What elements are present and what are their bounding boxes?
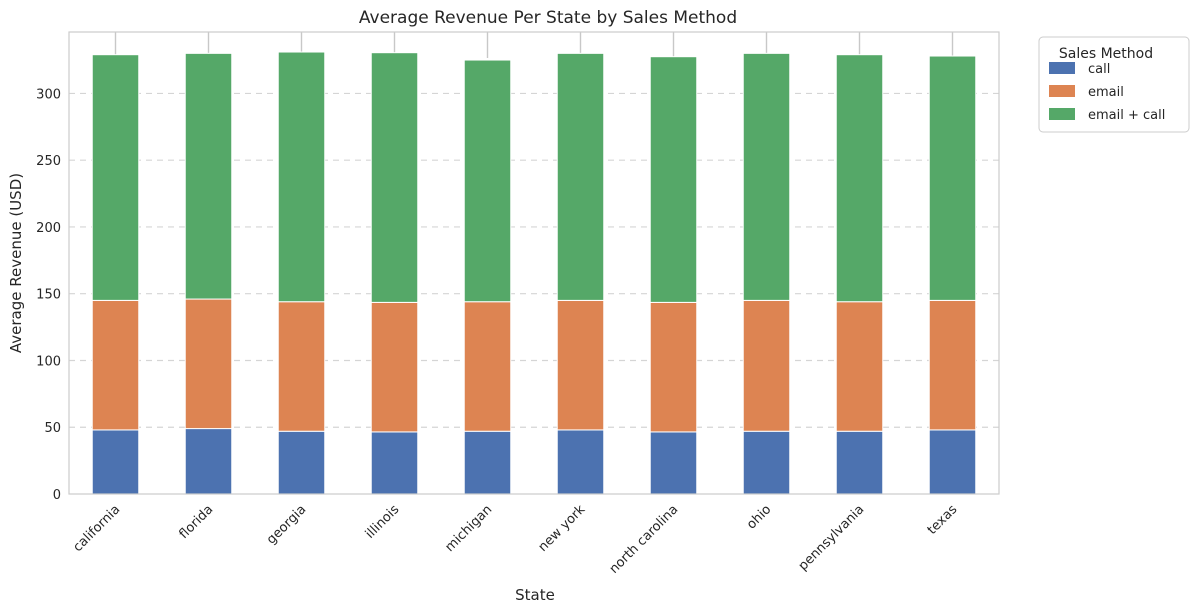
bar-segment xyxy=(928,299,977,431)
bar-segment xyxy=(370,52,419,303)
bar-segment xyxy=(649,431,698,495)
bar-segment xyxy=(556,299,605,431)
bar-segment xyxy=(556,52,605,301)
legend-frame xyxy=(1038,36,1190,133)
legend-label: email + call xyxy=(1088,108,1165,123)
legend: Sales Method call email email + call xyxy=(1038,36,1190,133)
x-tick-label: texas xyxy=(925,502,961,538)
x-tick-label: illinois xyxy=(363,502,403,542)
bar-segment xyxy=(463,59,512,303)
x-tick-label: michigan xyxy=(442,502,495,555)
x-tick-label: florida xyxy=(176,502,216,542)
bar-segment xyxy=(928,429,977,495)
bar-segment xyxy=(742,52,791,301)
bar-segment xyxy=(742,430,791,495)
bar-segment xyxy=(370,431,419,495)
bar-segment xyxy=(649,301,698,433)
x-tick-label: new york xyxy=(536,502,589,555)
y-tick-label: 100 xyxy=(36,354,61,369)
legend-items: call email email + call xyxy=(1049,62,1165,123)
bar-segment xyxy=(91,54,140,301)
bar-segment xyxy=(91,429,140,495)
x-tick-label: california xyxy=(70,502,123,555)
x-tick-label: north carolina xyxy=(607,502,682,577)
bar-segment xyxy=(184,298,233,430)
plot-frame xyxy=(68,31,1000,495)
bar-segment xyxy=(835,54,884,303)
legend-title: Sales Method xyxy=(1059,46,1153,62)
bar-segment xyxy=(556,429,605,495)
y-tick-label: 300 xyxy=(36,87,61,102)
bar-segment xyxy=(277,430,326,495)
chart-title: Average Revenue Per State by Sales Metho… xyxy=(359,8,737,28)
bar-segment xyxy=(463,301,512,432)
bars xyxy=(91,51,977,495)
x-axis-label: State xyxy=(515,586,555,604)
y-tick-labels: 0 50 100 150 200 250 300 xyxy=(36,87,61,503)
y-tick-label: 50 xyxy=(44,421,61,436)
legend-swatch xyxy=(1049,85,1075,97)
legend-swatch xyxy=(1049,108,1075,120)
bar-segment xyxy=(835,430,884,495)
y-tick-label: 0 xyxy=(53,488,61,503)
y-axis-label: Average Revenue (USD) xyxy=(7,173,25,353)
bar-segment xyxy=(463,430,512,495)
bar-segment xyxy=(91,299,140,431)
tick-marks xyxy=(114,32,954,58)
bar-segment xyxy=(928,55,977,301)
x-tick-label: georgia xyxy=(264,502,309,547)
bar-segment xyxy=(184,428,233,495)
bar-segment xyxy=(742,299,791,432)
y-tick-label: 150 xyxy=(36,288,61,303)
legend-label: email xyxy=(1088,85,1124,100)
x-tick-label: ohio xyxy=(744,502,774,532)
x-tick-labels: california florida georgia illinois michigan… xyxy=(70,502,960,577)
y-tick-label: 200 xyxy=(36,221,61,236)
legend-label: call xyxy=(1088,62,1110,77)
bar-segment xyxy=(370,301,419,433)
x-tick-label: pennsylvania xyxy=(796,502,868,574)
y-tick-label: 250 xyxy=(36,154,61,169)
legend-swatch xyxy=(1049,62,1075,74)
bar-segment xyxy=(835,301,884,432)
bar-segment xyxy=(277,51,326,303)
bar-segment xyxy=(184,52,233,300)
bar-segment xyxy=(277,301,326,432)
bar-segment xyxy=(649,56,698,303)
